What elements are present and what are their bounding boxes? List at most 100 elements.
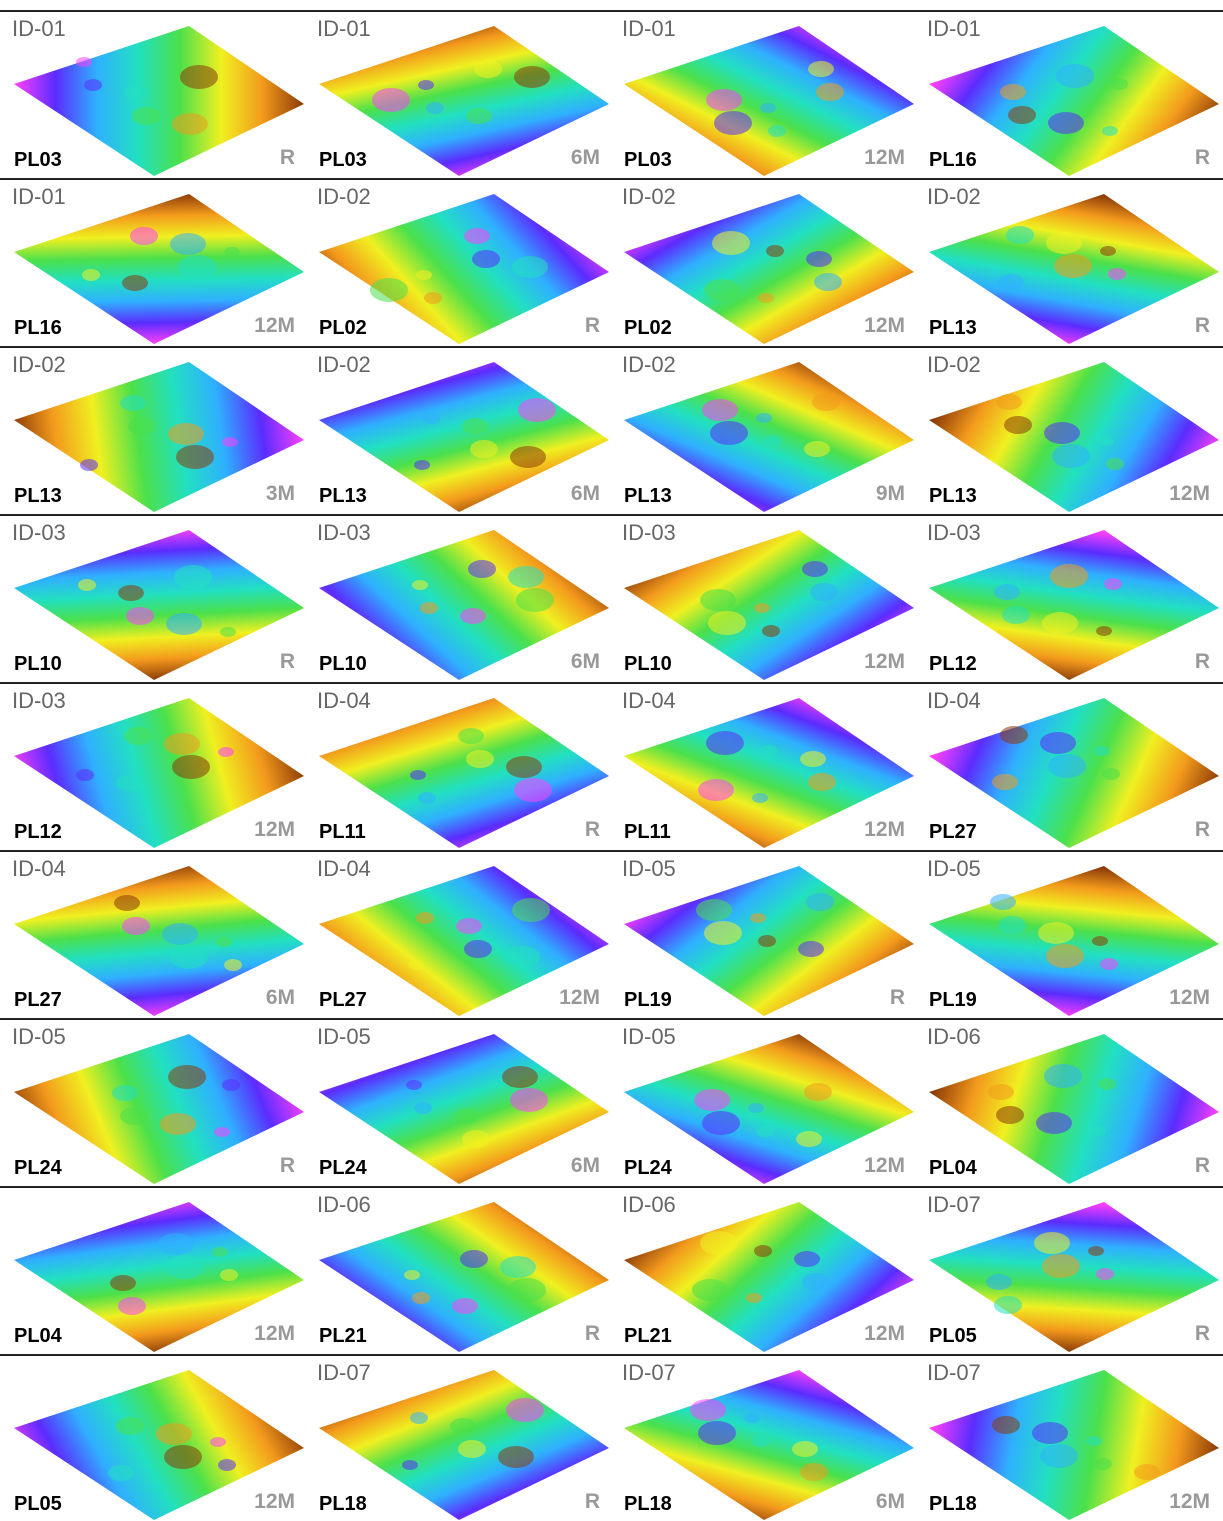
- surface-texture: [1100, 958, 1118, 970]
- surface-texture: [108, 1465, 134, 1481]
- surface-texture: [416, 912, 434, 924]
- surface-texture: [1048, 112, 1084, 134]
- surface-texture: [412, 580, 428, 590]
- surface-texture: [404, 1270, 420, 1280]
- surface-panel: ID-04 PL27 12M: [309, 852, 614, 1018]
- surface-panel: ID-06 PL21 R: [309, 1188, 614, 1354]
- surface: [319, 698, 609, 848]
- surface: [14, 866, 304, 1016]
- surface-texture: [1134, 1464, 1160, 1480]
- surface-panel: ID-02 PL13 6M: [309, 348, 614, 514]
- surface-texture: [1044, 1064, 1082, 1088]
- surface-texture: [130, 227, 158, 245]
- surface-texture: [694, 1089, 730, 1111]
- surface-texture: [1008, 106, 1036, 124]
- surface-texture: [220, 1269, 238, 1281]
- plate-label: PL11: [319, 821, 366, 843]
- surface: [14, 194, 304, 344]
- surface-texture: [764, 435, 782, 447]
- plate-label: PL05: [929, 1325, 977, 1347]
- surface-texture: [112, 1085, 138, 1101]
- surface-texture: [1056, 64, 1094, 88]
- surface-texture: [804, 441, 830, 457]
- time-label: 6M: [265, 986, 295, 1009]
- panel-id: ID-05: [12, 1024, 66, 1049]
- surface-image: [319, 362, 609, 512]
- panel-id: ID-02: [622, 352, 676, 377]
- surface-texture: [1100, 246, 1116, 256]
- surface-texture: [510, 1088, 548, 1112]
- surface-texture: [800, 1463, 828, 1481]
- panel-id: ID-05: [317, 1024, 371, 1049]
- row-separator: [0, 1018, 1223, 1020]
- plate-label: PL18: [929, 1493, 977, 1515]
- surface-panel: ID-05 PL24 R: [4, 1020, 309, 1186]
- surface-panel: ID-07 PL18 R: [309, 1356, 614, 1521]
- panel-id: ID-04: [12, 856, 66, 881]
- surface-texture: [1108, 268, 1126, 280]
- surface-image: [929, 1370, 1219, 1520]
- time-label: R: [279, 650, 295, 673]
- time-label: 12M: [1169, 1490, 1210, 1513]
- panel-id: ID-04: [317, 856, 371, 881]
- surface-texture: [1038, 922, 1074, 944]
- surface-texture: [124, 727, 152, 745]
- plate-label: PL21: [624, 1325, 672, 1347]
- surface-image: [929, 866, 1219, 1016]
- surface-panel: ID-06 PL04 R: [919, 1020, 1223, 1186]
- surface-texture: [458, 728, 484, 744]
- panel-id: ID-01: [12, 184, 66, 209]
- panel-id: ID-02: [622, 184, 676, 209]
- surface-texture: [506, 1398, 544, 1422]
- surface-texture: [506, 756, 542, 778]
- surface-image: [14, 1034, 304, 1184]
- surface-image: [319, 866, 609, 1016]
- surface-texture: [754, 1245, 772, 1257]
- plate-label: PL13: [624, 485, 672, 507]
- surface-texture: [464, 228, 490, 244]
- surface-texture: [462, 1130, 490, 1148]
- surface-image: [624, 1202, 914, 1352]
- surface-image: [624, 698, 914, 848]
- surface-texture: [410, 770, 426, 780]
- surface: [624, 1202, 914, 1352]
- surface-panel: ID-04 PL11 R: [309, 684, 614, 850]
- surface-texture: [1052, 444, 1090, 468]
- surface-image: [624, 1034, 914, 1184]
- plate-label: PL24: [14, 1157, 62, 1179]
- surface-texture: [174, 565, 212, 589]
- panel-id: ID-02: [927, 352, 981, 377]
- surface: [14, 530, 304, 680]
- panel-id: ID-01: [927, 16, 981, 41]
- panel-id: ID-06: [622, 1192, 676, 1217]
- surface-texture: [1096, 626, 1112, 636]
- surface-texture: [162, 923, 198, 945]
- panel-id: ID-07: [927, 1192, 981, 1217]
- panel-id: ID-03: [12, 688, 66, 713]
- surface-texture: [1048, 754, 1086, 778]
- time-label: R: [889, 986, 905, 1009]
- surface-texture: [762, 625, 780, 637]
- surface-texture: [710, 421, 748, 445]
- surface-texture: [180, 65, 218, 89]
- surface-texture: [704, 921, 742, 945]
- surface-texture: [178, 255, 216, 279]
- time-label: 12M: [254, 314, 295, 337]
- time-label: R: [584, 1490, 600, 1513]
- panel-id: ID-05: [622, 856, 676, 881]
- surface-texture: [218, 747, 234, 757]
- surface-texture: [76, 57, 92, 67]
- surface-texture: [456, 918, 482, 934]
- surface-texture: [220, 627, 236, 637]
- plate-label: PL21: [319, 1325, 367, 1347]
- surface-texture: [1040, 732, 1076, 754]
- surface-panel: ID-05 PL24 6M: [309, 1020, 614, 1186]
- surface-image: [14, 1202, 304, 1352]
- surface-texture: [704, 279, 740, 301]
- surface-texture: [460, 608, 486, 624]
- surface-texture: [996, 394, 1022, 410]
- panel-id: ID-02: [317, 352, 371, 377]
- time-label: R: [584, 818, 600, 841]
- panel-id: ID-05: [927, 856, 981, 881]
- surface-texture: [516, 588, 554, 612]
